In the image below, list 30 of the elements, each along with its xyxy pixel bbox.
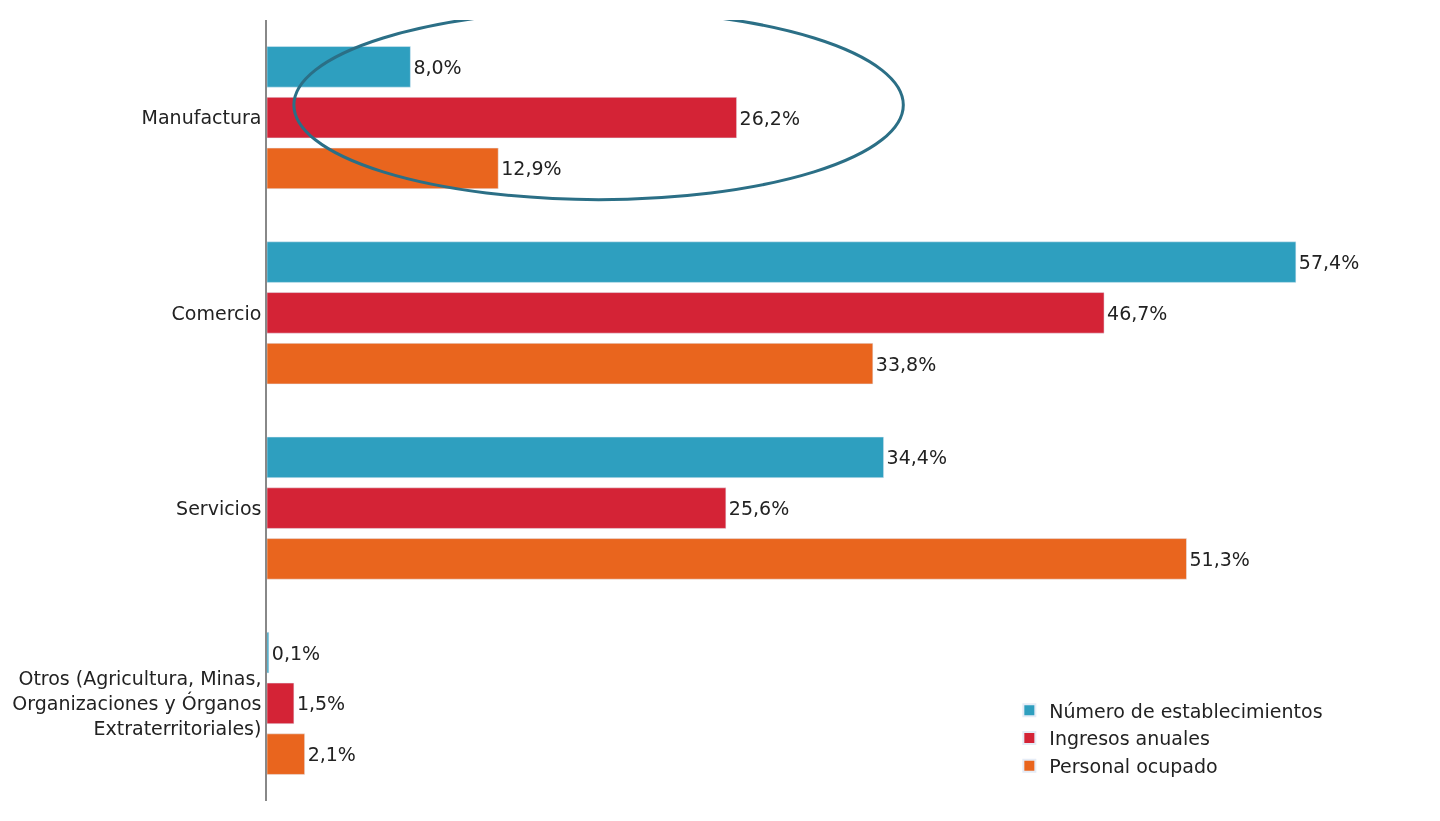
bar (267, 436, 884, 478)
data-label: 1,5% (296, 692, 346, 715)
bar (267, 292, 1105, 334)
data-label: 25,6% (728, 497, 790, 520)
data-label: 8,0% (413, 55, 462, 78)
data-label: 57,4% (1298, 251, 1360, 274)
data-label: 26,2% (739, 106, 800, 129)
data-label: 34,4% (886, 446, 947, 469)
y-tick-label: Manufactura (141, 106, 262, 129)
bar (267, 46, 411, 88)
y-tick-label: Servicios (176, 496, 262, 519)
bar (267, 682, 295, 724)
bar (267, 538, 1187, 580)
data-label: 12,9% (501, 157, 562, 180)
bar (267, 343, 874, 385)
data-label: 2,1% (307, 743, 356, 766)
bar (267, 733, 305, 775)
legend-label: Ingresos anuales (1049, 727, 1210, 750)
bar (267, 487, 727, 529)
bar (267, 241, 1297, 283)
legend-label: Personal ocupado (1049, 755, 1218, 778)
data-label: 51,3% (1189, 547, 1250, 570)
bar (267, 97, 737, 139)
data-label: 0,1% (271, 641, 321, 664)
data-label: 46,7% (1107, 301, 1168, 324)
bar (267, 147, 499, 189)
y-tick-label: Otros (Agricultura, Minas, Organizaciones y Órganos Extraterritoriales) (12, 667, 262, 739)
legend-label: Número de establecimientos (1049, 699, 1323, 722)
data-label: 33,8% (875, 352, 937, 375)
y-tick-label: Comercio (171, 301, 262, 324)
